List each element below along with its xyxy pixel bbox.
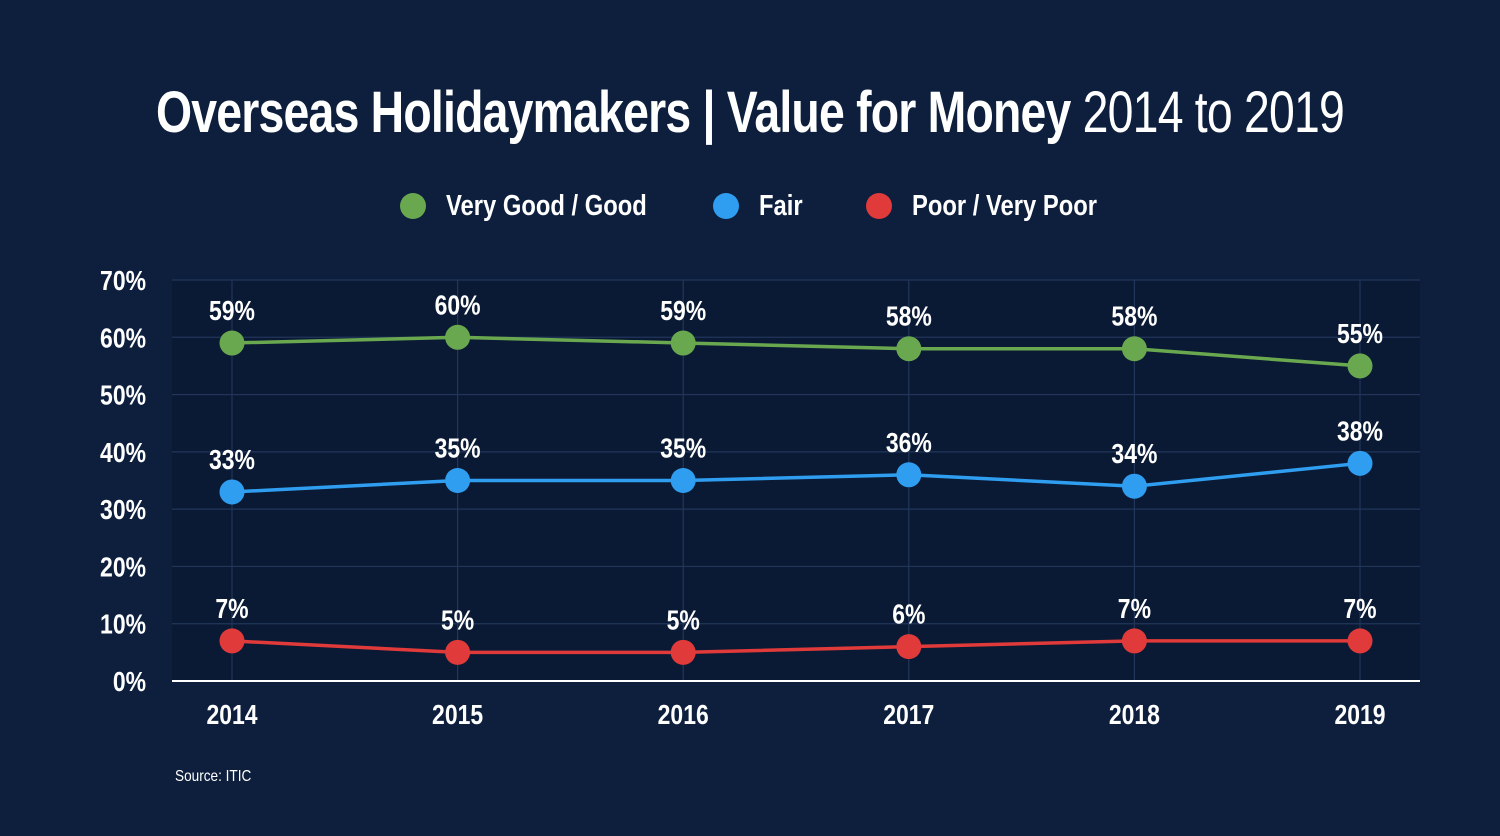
legend-label-fair: Fair [759,189,803,222]
y-tick-label: 0% [113,667,146,698]
data-point-poor [1121,628,1147,654]
data-point-very-good [445,324,471,350]
legend-item-very-good: Very Good / Good [400,186,691,226]
data-label-poor: 7% [1118,594,1151,625]
data-label-fair: 35% [660,433,706,464]
legend-swatch-very-good [400,193,426,219]
series-line-very-good [231,335,1361,368]
data-point-very-good [1121,336,1147,362]
legend-swatch-poor [866,193,892,219]
chart-title-range: 2014 to 2019 [1082,80,1345,145]
y-tick-label: 50% [100,381,146,412]
data-point-very-good [896,336,922,362]
y-tick-label: 20% [100,552,146,583]
x-tick-label: 2015 [432,700,483,731]
data-label-very-good: 58% [1111,302,1157,333]
series-line-fair [231,461,1361,494]
y-tick-label: 40% [100,438,146,469]
data-label-poor: 6% [892,600,925,631]
legend-item-fair: Fair [713,186,812,226]
data-point-poor [1347,628,1373,654]
data-point-fair [445,468,471,493]
y-tick-label: 30% [100,495,146,526]
x-tick-label: 2019 [1334,700,1385,731]
data-point-fair [1121,473,1147,499]
data-label-fair: 33% [209,445,255,476]
data-point-very-good [1347,353,1373,379]
legend-label-poor: Poor / Very Poor [912,189,1098,222]
data-point-fair [670,468,696,493]
data-label-very-good: 60% [435,290,481,321]
x-tick-label: 2014 [206,700,258,731]
y-tick-label: 10% [100,610,146,641]
data-point-poor [445,639,471,665]
data-point-poor [670,639,696,665]
chart-title-main: Overseas Holidaymakers | Value for Money [155,80,1071,145]
data-label-very-good: 55% [1337,319,1383,350]
data-label-very-good: 59% [209,296,255,327]
series-line-poor [231,639,1360,655]
data-point-fair [896,462,922,488]
legend-item-poor: Poor / Very Poor [866,186,1138,226]
data-label-fair: 35% [435,433,481,464]
data-label-poor: 7% [1343,594,1376,625]
data-point-fair [219,479,245,505]
data-point-very-good [670,330,696,356]
data-label-poor: 5% [441,605,474,636]
data-point-poor [896,634,922,660]
data-point-very-good [219,330,245,356]
source-note: Source: ITIC [175,768,252,785]
data-label-poor: 7% [215,594,248,625]
legend-swatch-fair [713,193,739,219]
legend-label-very-good: Very Good / Good [446,189,647,222]
x-tick-label: 2016 [658,700,709,731]
data-label-poor: 5% [667,605,700,636]
x-tick-label: 2018 [1109,700,1160,731]
data-point-fair [1347,450,1373,476]
data-label-fair: 38% [1337,416,1383,447]
y-tick-label: 70% [100,266,146,297]
chart-legend: Very Good / Good Fair Poor / Very Poor [0,186,1500,226]
x-tick-label: 2017 [883,700,934,731]
data-label-fair: 34% [1111,439,1157,470]
data-label-fair: 36% [886,428,932,459]
data-label-very-good: 59% [660,296,706,327]
data-label-very-good: 58% [886,302,932,333]
chart-title: Overseas Holidaymakers | Value for Money… [150,78,1350,148]
y-tick-label: 60% [100,323,146,354]
data-point-poor [219,628,245,654]
